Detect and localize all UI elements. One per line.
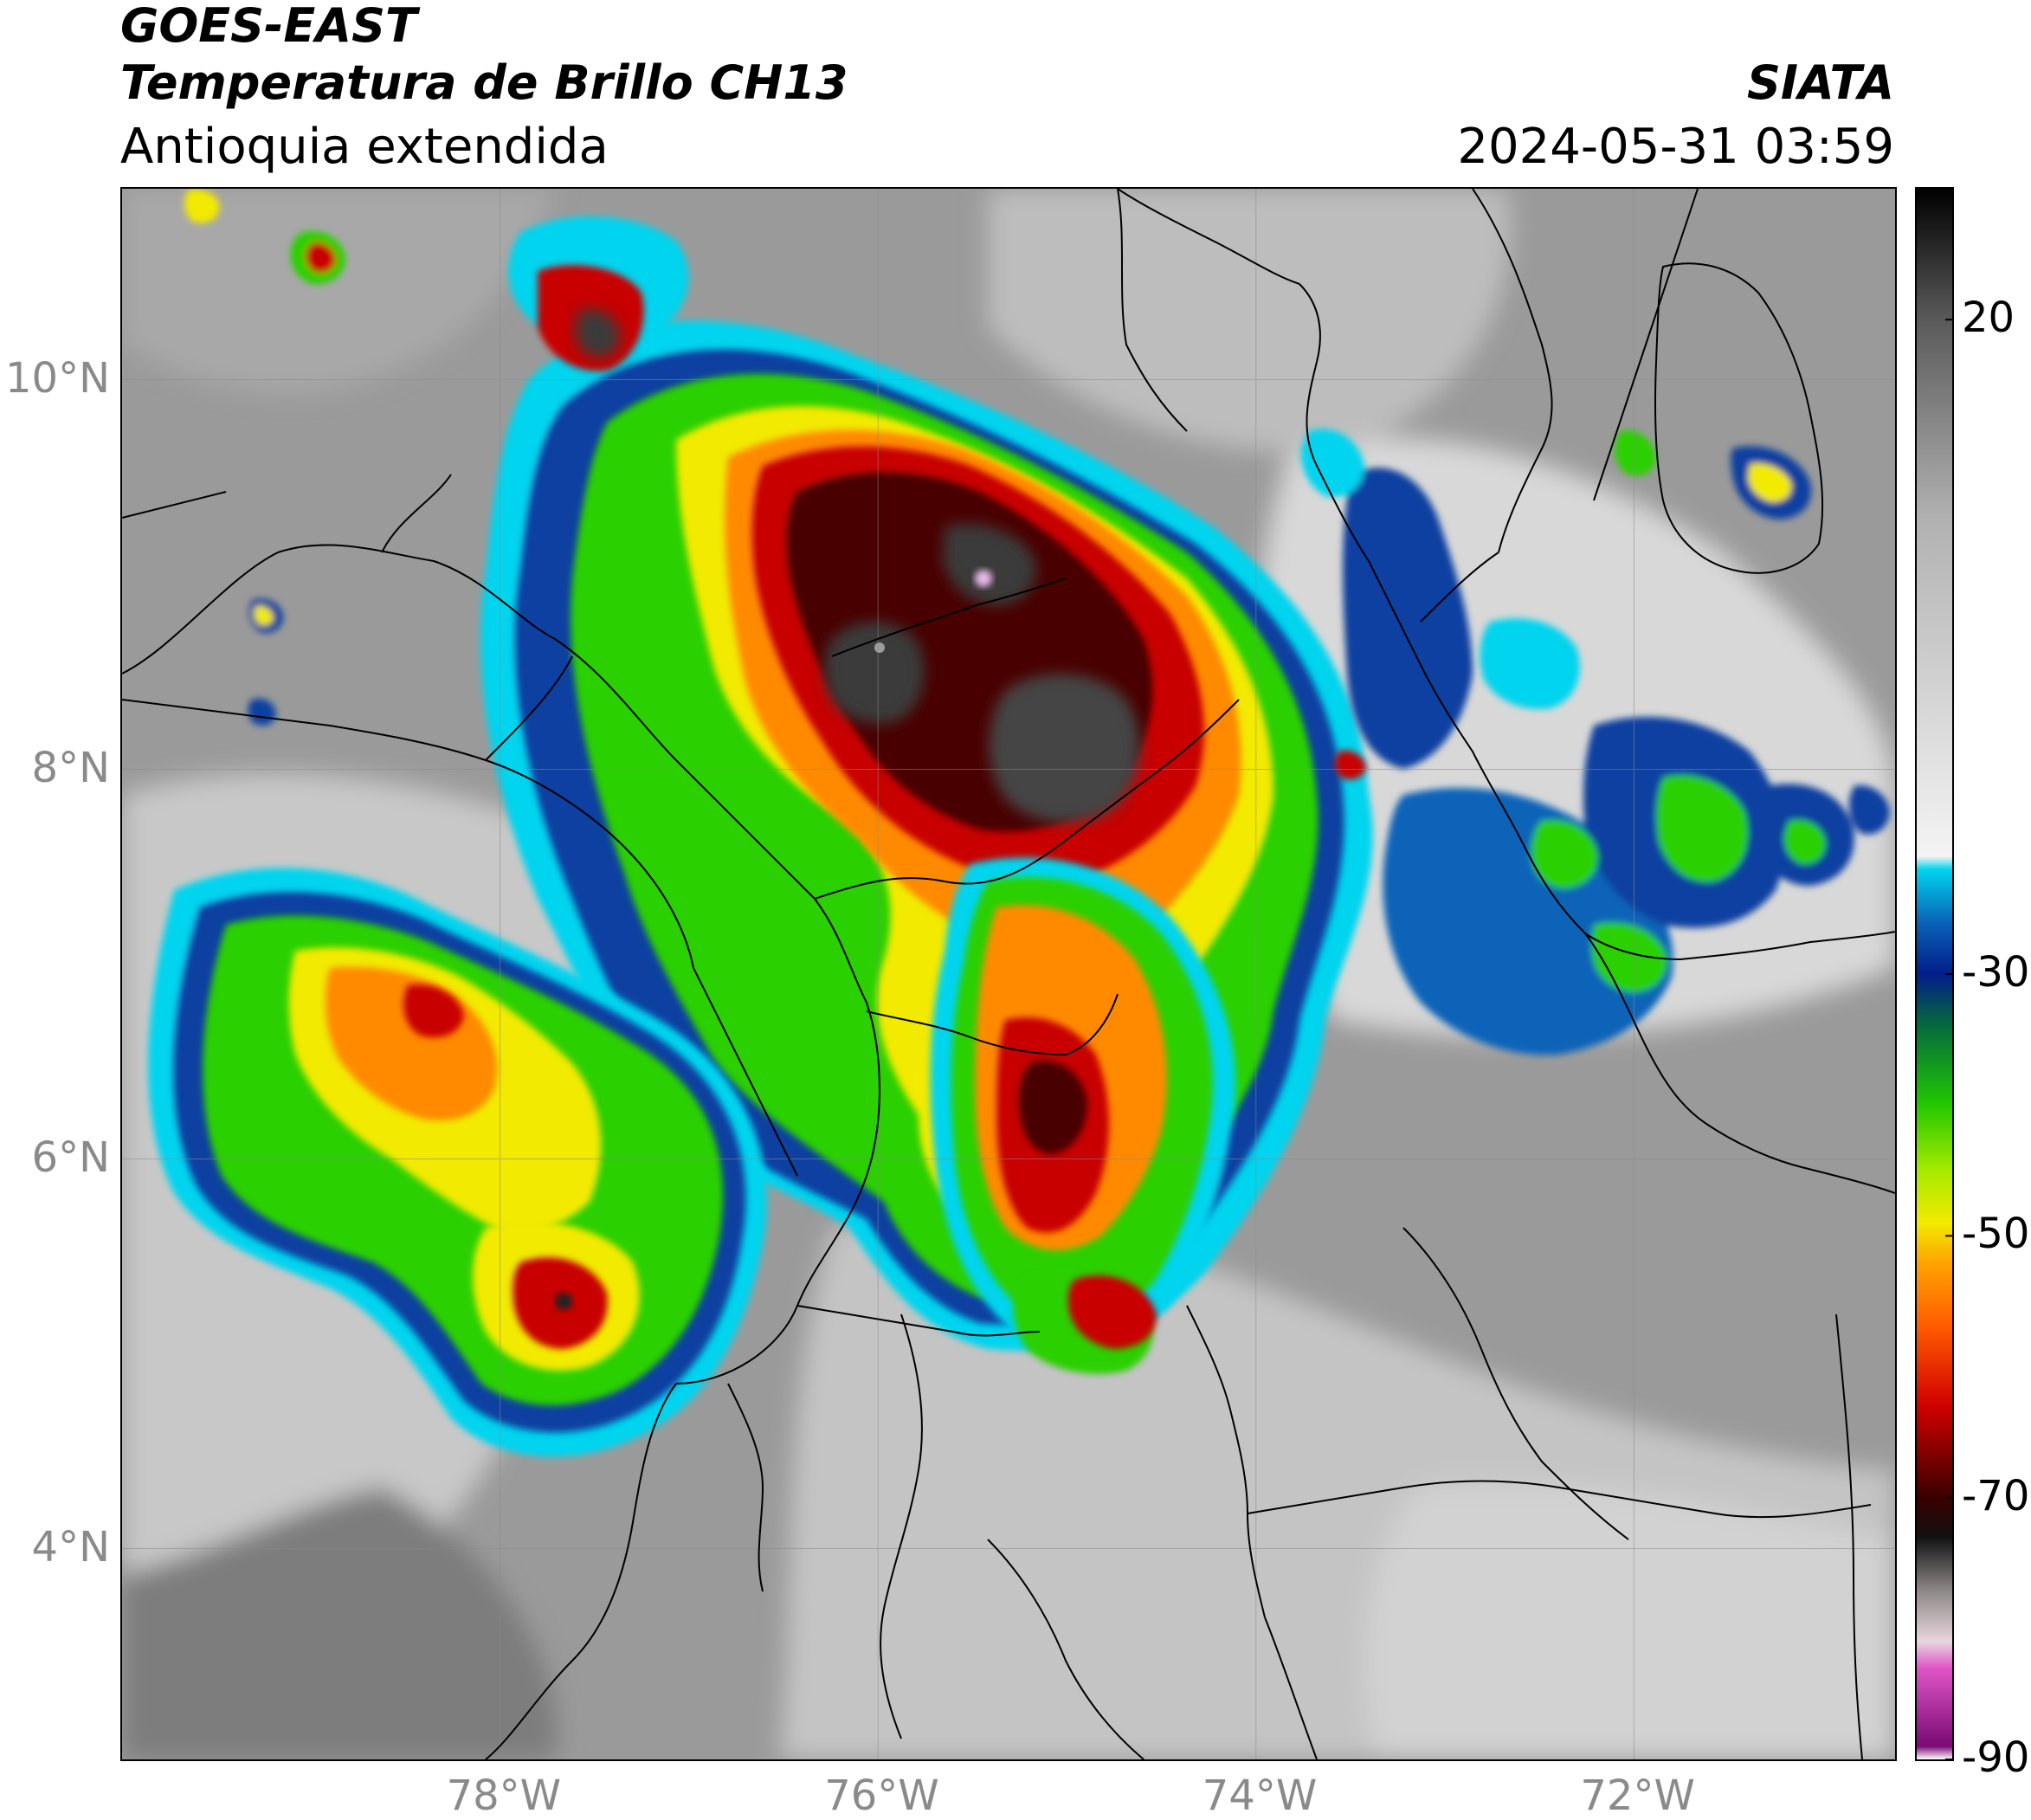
political-boundaries [122, 189, 1895, 1759]
convective-cells-northwest-small [184, 189, 345, 726]
longitude-tick-label: 74°W [1202, 1772, 1318, 1820]
convective-cell-south [930, 857, 1236, 1374]
organization-label: SIATA [1746, 55, 1894, 110]
convective-cell-northwest [508, 216, 689, 371]
satellite-title: GOES-EAST [120, 0, 417, 53]
longitude-tick-label: 72°W [1580, 1772, 1695, 1820]
longitude-tick-label: 78°W [446, 1772, 562, 1820]
convective-system-southwest [148, 868, 767, 1457]
datetime-label: 2024-05-31 03:59 [1457, 119, 1894, 175]
colorbar-tick-label: -50 [1962, 1210, 2030, 1259]
gridlines [122, 189, 1895, 1759]
latitude-tick-label: 10°N [5, 353, 110, 403]
latitude-tick-label: 4°N [31, 1522, 110, 1572]
product-title: Temperatura de Brillo CH13 [120, 55, 848, 110]
satellite-map[interactable] [120, 187, 1897, 1761]
colorbar [1915, 187, 1954, 1761]
region-subtitle: Antioquia extendida [120, 119, 609, 175]
map-canvas [122, 189, 1895, 1759]
colorbar-tick-label: 20 [1962, 294, 2015, 343]
colorbar-tick-label: -90 [1962, 1733, 2030, 1782]
colorbar-tick-label: -30 [1962, 948, 2030, 997]
longitude-tick-label: 76°W [824, 1772, 939, 1820]
colorbar-tick-label: -70 [1962, 1471, 2030, 1520]
latitude-tick-label: 8°N [31, 743, 110, 792]
latitude-tick-label: 6°N [31, 1133, 110, 1182]
